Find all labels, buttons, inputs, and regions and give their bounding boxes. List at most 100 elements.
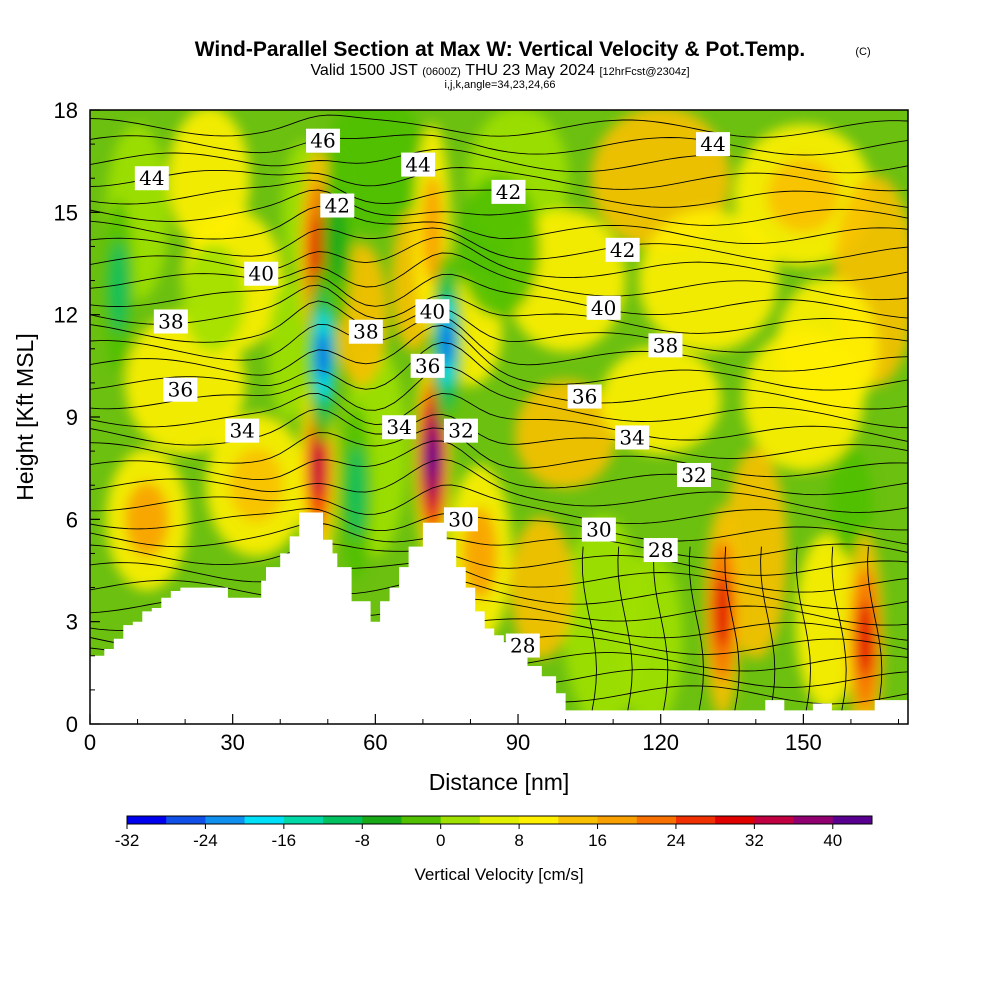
colorbar-swatch xyxy=(754,816,795,824)
contour-label: 42 xyxy=(491,179,526,204)
x-tick-label: 30 xyxy=(220,730,244,755)
theta-contour-line xyxy=(90,189,908,226)
contour-label-text: 38 xyxy=(353,320,378,344)
colorbar-frame xyxy=(126,815,873,825)
theta-contour-line xyxy=(90,273,908,319)
colorbar-swatch xyxy=(401,816,442,824)
contour-label-text: 40 xyxy=(248,262,273,286)
x-axis-title: Distance [nm] xyxy=(429,769,570,795)
contour-label: 42 xyxy=(605,237,640,262)
y-tick-label: 6 xyxy=(66,507,78,532)
theta-contour-line xyxy=(90,427,908,478)
colorbar-swatch xyxy=(558,816,599,824)
contour-label: 40 xyxy=(244,261,279,286)
theta-contour-line xyxy=(90,227,908,263)
x-tick-label: 60 xyxy=(363,730,387,755)
theta-contour-line xyxy=(90,543,908,576)
theta-contour-line xyxy=(90,114,908,138)
contour-label: 36 xyxy=(163,377,198,402)
contour-label: 38 xyxy=(153,309,188,334)
theta-contour-line xyxy=(90,134,908,156)
contour-label-text: 44 xyxy=(139,166,164,190)
contour-label: 32 xyxy=(443,418,478,443)
contour-label-text: 30 xyxy=(586,518,611,542)
contour-label: 28 xyxy=(505,633,540,658)
colorbar-swatch xyxy=(636,816,677,824)
theta-contour-line xyxy=(90,522,908,559)
x-tick-label: 90 xyxy=(506,730,530,755)
grid-indices: i,j,k,angle=34,23,24,66 xyxy=(444,79,555,91)
contour-label: 34 xyxy=(382,415,417,440)
colorbar-swatch xyxy=(244,816,285,824)
potential-temperature-contours xyxy=(90,114,908,711)
theta-contour-line xyxy=(617,546,633,711)
contour-label: 42 xyxy=(320,193,355,218)
colorbar-tick-label: 40 xyxy=(823,831,842,850)
contour-label: 38 xyxy=(648,333,683,358)
contour-label: 30 xyxy=(581,517,616,542)
y-tick-label: 12 xyxy=(54,303,78,328)
colorbar-swatch xyxy=(832,816,873,824)
contour-label: 36 xyxy=(567,384,602,409)
theta-contour-line xyxy=(90,440,908,496)
colorbar-swatch xyxy=(479,816,520,824)
colorbar-swatch xyxy=(715,816,755,824)
theta-contour-line xyxy=(90,341,908,410)
contour-label-text: 46 xyxy=(310,129,335,153)
y-tick-label: 15 xyxy=(54,200,78,225)
colorbar-title: Vertical Velocity [cm/s] xyxy=(414,865,583,884)
contour-label: 44 xyxy=(696,132,731,157)
colorbar-swatch xyxy=(675,816,716,824)
colorbar-tick-label: 16 xyxy=(588,831,607,850)
colorbar-tick-label: 32 xyxy=(745,831,764,850)
theta-contour-line xyxy=(867,546,883,711)
contour-label: 38 xyxy=(348,319,383,344)
contour-label-text: 40 xyxy=(591,296,616,320)
contour-label-text: 30 xyxy=(448,507,473,531)
contour-label: 28 xyxy=(643,538,678,563)
contour-label-text: 28 xyxy=(648,538,673,562)
x-tick-label: 150 xyxy=(785,730,822,755)
colorbar-swatch xyxy=(362,816,402,824)
y-axis-title: Height [Kft MSL] xyxy=(12,333,38,500)
contour-label-text: 32 xyxy=(448,419,473,443)
colorbar-tick-label: -24 xyxy=(193,831,218,850)
chart-title: Wind-Parallel Section at Max W: Vertical… xyxy=(195,38,806,61)
theta-contour-line xyxy=(90,366,908,429)
theta-contour-line xyxy=(90,392,908,442)
theta-contour-line xyxy=(760,546,776,711)
y-axis: 0 3 6 9 12 15 18 xyxy=(54,98,100,737)
contour-label-text: 38 xyxy=(158,309,183,333)
contour-label-text: 36 xyxy=(168,378,193,402)
copyright-mark: (C) xyxy=(855,46,870,58)
valid-time-prefix: Valid 1500 JST xyxy=(310,62,418,79)
contour-label-text: 42 xyxy=(610,238,635,262)
contour-label: 30 xyxy=(443,507,478,532)
contour-label: 44 xyxy=(134,166,169,191)
contour-label-text: 34 xyxy=(229,419,254,443)
theta-contour-line xyxy=(653,546,669,711)
colorbar-swatch xyxy=(597,816,638,824)
contour-label-text: 42 xyxy=(325,194,350,218)
colorbar-tick-label: 8 xyxy=(514,831,523,850)
forecast-info: [12hrFcst@2304z] xyxy=(600,66,690,78)
colorbar-swatch xyxy=(283,816,324,824)
theta-contour-line xyxy=(90,458,908,513)
theta-contour-line xyxy=(688,546,704,711)
contour-label-text: 34 xyxy=(386,415,411,439)
theta-contour-line xyxy=(90,484,908,531)
colorbar-tick-label: -32 xyxy=(115,831,140,850)
theta-contour-line xyxy=(90,408,908,459)
contour-label-text: 32 xyxy=(681,463,706,487)
theta-contour-line xyxy=(90,508,908,545)
colorbar-swatch xyxy=(323,816,363,824)
theta-contour-line xyxy=(90,167,908,192)
x-tick-label: 0 xyxy=(84,730,96,755)
colorbar-swatch xyxy=(440,816,481,824)
contour-label: 40 xyxy=(415,299,450,324)
contour-label-text: 36 xyxy=(572,385,597,409)
theta-contour-line xyxy=(90,300,908,353)
terrain-mask xyxy=(90,512,908,724)
colorbar-swatch xyxy=(205,816,246,824)
